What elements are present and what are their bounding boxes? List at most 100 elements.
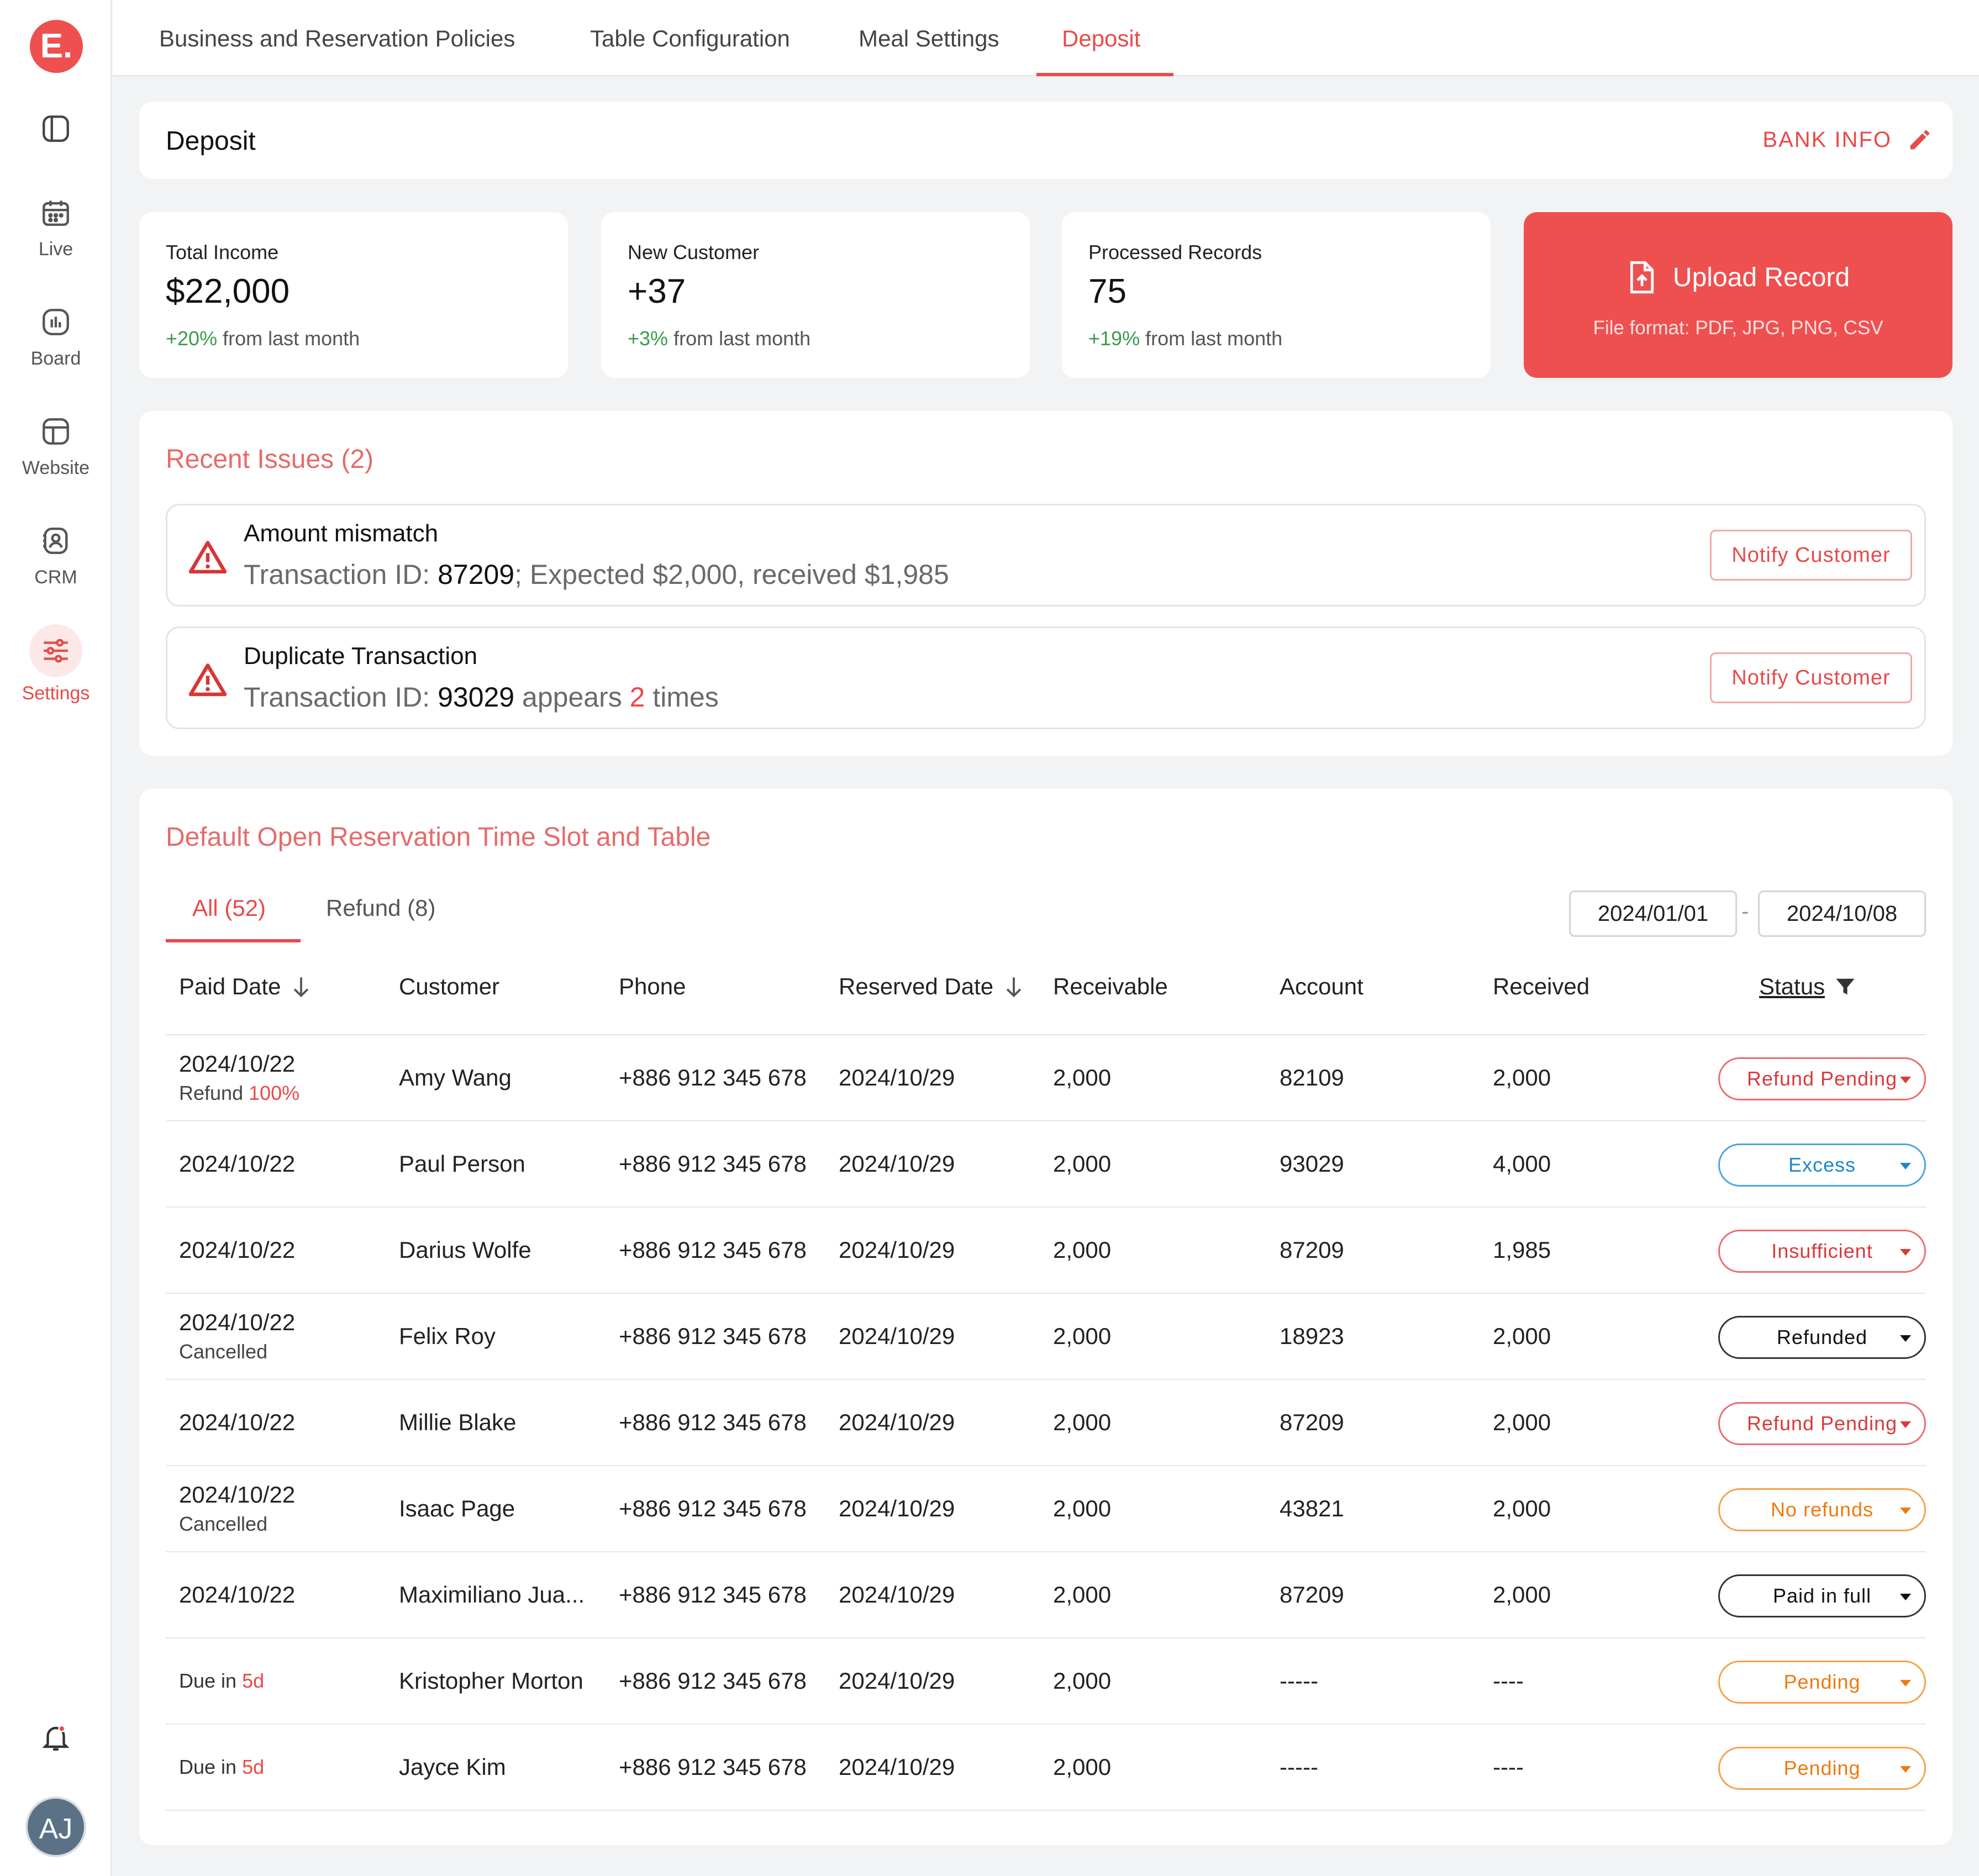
chevron-down-icon	[1900, 1163, 1911, 1169]
bank-info-button[interactable]: BANK INFO	[1762, 127, 1933, 152]
issue-title: Duplicate Transaction	[244, 642, 478, 670]
table-row[interactable]: 2024/10/22 Paul Person +886 912 345 678 202…	[166, 1121, 1926, 1208]
column-paid-date[interactable]: Paid Date	[179, 973, 312, 1000]
account-cell: 87209	[1280, 1409, 1344, 1435]
paid-note: Cancelled	[179, 1340, 268, 1363]
records-section: Default Open Reservation Time Slot and T…	[139, 789, 1952, 1845]
phone-cell: +886 912 345 678	[619, 1409, 807, 1435]
settings-highlight	[29, 624, 82, 677]
tab-meal-settings[interactable]: Meal Settings	[859, 25, 999, 51]
table-row[interactable]: 2024/10/22 Darius Wolfe +886 912 345 678 20…	[166, 1208, 1926, 1294]
bank-info-label: BANK INFO	[1762, 127, 1892, 152]
stat-value: $22,000	[166, 272, 290, 310]
column-status[interactable]: Status	[1759, 973, 1856, 1000]
active-tab-indicator	[1036, 73, 1173, 76]
status-dropdown[interactable]: Paid in full	[1718, 1574, 1926, 1617]
column-customer: Customer	[399, 973, 500, 999]
table-row[interactable]: 2024/10/22 Cancelled Isaac Page +886 912 34…	[166, 1466, 1926, 1552]
phone-cell: +886 912 345 678	[619, 1237, 807, 1263]
receivable-cell: 2,000	[1053, 1495, 1112, 1521]
notify-customer-button[interactable]: Notify Customer	[1710, 530, 1912, 581]
column-account: Account	[1280, 973, 1364, 999]
notify-customer-button[interactable]: Notify Customer	[1710, 652, 1912, 703]
customer-cell: Darius Wolfe	[399, 1237, 531, 1263]
stat-value: +37	[628, 272, 686, 310]
stat-change: +19% from last month	[1088, 327, 1283, 350]
stat-total-income: Total Income $22,000 +20% from last mont…	[139, 212, 568, 378]
sidebar-item-live[interactable]: Live	[0, 197, 112, 260]
paid-date-cell: 2024/10/22 Refund 100%	[179, 1051, 300, 1104]
deposit-header: Deposit BANK INFO	[139, 102, 1952, 179]
status-dropdown[interactable]: Refunded	[1718, 1316, 1926, 1359]
table-row[interactable]: Due in 5d Kristopher Morton +886 912 345 6…	[166, 1638, 1926, 1725]
status-dropdown[interactable]: No refunds	[1718, 1488, 1926, 1531]
received-cell: 4,000	[1493, 1151, 1551, 1177]
chart-icon	[43, 309, 69, 335]
paid-date-cell: 2024/10/22 Cancelled	[179, 1309, 296, 1363]
sidebar-item-crm[interactable]: CRM	[0, 525, 112, 588]
upload-record-button[interactable]: Upload Record File format: PDF, JPG, PNG…	[1524, 212, 1952, 378]
status-dropdown[interactable]: Excess	[1718, 1143, 1926, 1187]
table-row[interactable]: Due in 5d Jayce Kim +886 912 345 678 2024/1…	[166, 1725, 1926, 1811]
tab-all[interactable]: All (52)	[192, 895, 266, 921]
table-row[interactable]: 2024/10/22 Millie Blake +886 912 345 678 20…	[166, 1380, 1926, 1466]
reserved-date-cell: 2024/10/29	[839, 1495, 955, 1521]
stat-change: +3% from last month	[628, 327, 811, 350]
chevron-down-icon	[1900, 1594, 1911, 1600]
status-dropdown[interactable]: Insufficient	[1718, 1230, 1926, 1273]
tab-deposit[interactable]: Deposit	[1062, 25, 1141, 51]
status-label: Refund Pending	[1746, 1412, 1898, 1435]
sidebar-item-board[interactable]: Board	[0, 306, 112, 370]
received-cell: 2,000	[1493, 1495, 1551, 1521]
status-label: Pending	[1783, 1671, 1861, 1693]
sidebar: E. Live Board Website CRM	[0, 0, 112, 1876]
sort-down-icon	[294, 977, 309, 998]
bell-icon[interactable]	[40, 1720, 72, 1754]
account-cell: 82109	[1280, 1065, 1344, 1090]
chevron-down-icon	[1900, 1249, 1911, 1256]
date-from-input[interactable]: 2024/01/01	[1569, 890, 1737, 937]
page-title: Deposit	[166, 127, 256, 156]
status-dropdown[interactable]: Refund Pending	[1718, 1057, 1926, 1100]
sidebar-toggle-icon[interactable]	[40, 113, 72, 145]
avatar[interactable]: AJ	[25, 1796, 86, 1857]
table-row[interactable]: 2024/10/22 Maximiliano Jua... +886 912 345…	[166, 1552, 1926, 1638]
issues-title: Recent Issues (2)	[166, 445, 374, 474]
status-dropdown[interactable]: Refund Pending	[1718, 1402, 1926, 1445]
reserved-date-cell: 2024/10/29	[839, 1409, 955, 1435]
receivable-cell: 2,000	[1053, 1582, 1112, 1608]
tab-table-configuration[interactable]: Table Configuration	[590, 25, 790, 51]
phone-cell: +886 912 345 678	[619, 1323, 807, 1349]
tab-business-policies[interactable]: Business and Reservation Policies	[159, 25, 515, 51]
table-row[interactable]: 2024/10/22 Cancelled Felix Roy +886 912 345…	[166, 1294, 1926, 1380]
table-row[interactable]: 2024/10/22 Refund 100% Amy Wang +886 912 34…	[166, 1035, 1926, 1121]
receivable-cell: 2,000	[1053, 1323, 1112, 1349]
upload-title: Upload Record	[1672, 262, 1850, 292]
phone-cell: +886 912 345 678	[619, 1151, 807, 1177]
status-dropdown[interactable]: Pending	[1718, 1661, 1926, 1704]
phone-cell: +886 912 345 678	[619, 1495, 807, 1521]
calendar-icon	[43, 201, 69, 226]
received-cell: ----	[1493, 1754, 1524, 1780]
phone-cell: +886 912 345 678	[619, 1582, 807, 1608]
chevron-down-icon	[1900, 1766, 1911, 1773]
sliders-icon	[44, 639, 68, 663]
warning-icon	[188, 541, 227, 574]
status-dropdown[interactable]: Pending	[1718, 1747, 1926, 1790]
warning-icon	[188, 663, 227, 697]
top-tabs: Business and Reservation Policies Table …	[113, 0, 1979, 76]
date-to-input[interactable]: 2024/10/08	[1758, 890, 1926, 937]
file-upload-icon	[1630, 261, 1654, 294]
tab-refund[interactable]: Refund (8)	[326, 895, 436, 921]
app-logo[interactable]: E.	[30, 20, 83, 73]
sidebar-item-settings[interactable]: Settings	[0, 624, 112, 704]
chevron-down-icon	[1900, 1508, 1911, 1514]
issue-title: Amount mismatch	[244, 520, 439, 547]
status-label: Paid in full	[1772, 1584, 1872, 1607]
column-phone: Phone	[619, 973, 686, 999]
stat-new-customer: New Customer +37 +3% from last month	[601, 212, 1030, 378]
sidebar-item-website[interactable]: Website	[0, 415, 112, 479]
column-reserved-date[interactable]: Reserved Date	[839, 973, 1024, 1000]
receivable-cell: 2,000	[1053, 1754, 1112, 1780]
received-cell: 2,000	[1493, 1409, 1551, 1435]
